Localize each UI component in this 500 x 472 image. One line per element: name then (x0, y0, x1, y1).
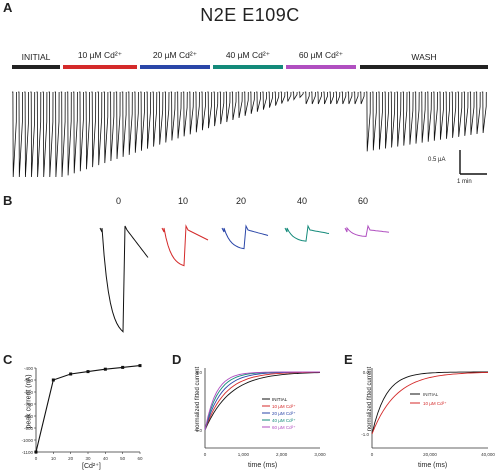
panel-d-curve-0 (204, 372, 321, 431)
panel-letter-a: A (3, 0, 13, 15)
panel-e-xtick-label: 0 (371, 452, 374, 457)
panel-d-ytick-label: -1.0 (194, 428, 202, 433)
panel-d-ytick-label: 0.0 (196, 370, 203, 375)
panel-a-sweeps (12, 91, 487, 178)
panel-c-xtick-label: 20 (68, 456, 74, 461)
panel-d-curve-4 (204, 371, 320, 431)
condition-bar-0 (12, 65, 60, 69)
panel-letter-d: D (172, 352, 182, 367)
panel-b-trace-1 (161, 224, 209, 267)
panel-c-ytick-label: -400 (24, 366, 34, 371)
trace-label-60: 60 (358, 196, 369, 206)
condition-label-40: 40 µM Cd²⁺ (225, 50, 271, 60)
trace-label-10: 10 (178, 196, 189, 206)
panel-d-xlabel: time (ms) (248, 462, 278, 469)
condition-bar-4 (286, 65, 356, 69)
condition-label-initial: INITIAL (21, 52, 51, 62)
panel-c-xtick-label: 50 (120, 456, 126, 461)
panel-c-xtick-label: 30 (85, 456, 91, 461)
condition-label-wash: WASH (411, 52, 437, 62)
panel-b-trace-0 (99, 225, 149, 333)
panel-c-point (103, 367, 107, 371)
panel-b-trace-4 (344, 224, 390, 238)
condition-bar-5 (360, 65, 488, 69)
condition-label-10: 10 µM Cd²⁺ (77, 50, 123, 60)
panel-d-xtick-label: 2,000 (276, 452, 288, 457)
panel-e-chart: 0.0 -1.0 0 20,000 40,000 INITIAL 10 µM Cd²⁺ (361, 368, 495, 457)
panel-e-xlabel: time (ms) (418, 462, 448, 469)
condition-bar-3 (213, 65, 283, 69)
figure-title: N2E E109C (200, 5, 300, 25)
panel-c-xlabel: [Cd²⁺] (82, 463, 101, 470)
panel-b-trace-2 (221, 224, 269, 250)
panel-c-point (34, 450, 38, 454)
panel-c-xtick-label: 40 (103, 456, 109, 461)
panel-c-line (35, 365, 141, 453)
panel-c-ytick-label: -1000 (21, 438, 33, 443)
panel-letter-c: C (3, 352, 13, 367)
panel-c-ytick-label: -800 (24, 414, 34, 419)
panel-c-point (121, 365, 125, 369)
panel-b-traces (99, 224, 390, 333)
panel-c-ytick-label: -900 (24, 426, 34, 431)
panel-d-legend-label: 10 µM Cd²⁺ (272, 404, 296, 409)
scalebar-time-label: 1 min (457, 179, 472, 185)
panel-letter-b: B (3, 193, 13, 208)
panel-c-ytick-label: -600 (24, 390, 34, 395)
panel-d-chart: 0.0 -1.0 0 1,000 2,000 3,000 INITIAL 10 µM Cd²⁺… (194, 368, 326, 457)
panel-c-xtick-label: 10 (51, 456, 57, 461)
panel-c-xtick-label: 0 (35, 456, 38, 461)
panel-d-legend-label: 40 µM Cd²⁺ (272, 418, 296, 423)
panel-e-legend-label: INITIAL (423, 392, 439, 397)
panel-e-xtick-label: 20,000 (423, 452, 437, 457)
trace-label-40: 40 (297, 196, 308, 206)
panel-e-curve-1 (371, 372, 489, 435)
panel-d-xtick-label: 3,000 (314, 452, 326, 457)
condition-bar-2 (140, 65, 210, 69)
panel-c-ytick-label: -1100 (22, 450, 34, 455)
panel-e-xtick-label: 40,000 (481, 452, 495, 457)
panel-c-ytick-label: -500 (24, 378, 34, 383)
panel-d-xtick-label: 1,000 (238, 452, 250, 457)
panel-d-legend-label: 20 µM Cd²⁺ (272, 411, 296, 416)
panel-a-scalebar (459, 150, 487, 175)
condition-label-60: 60 µM Cd²⁺ (298, 50, 344, 60)
panel-d-xtick-label: 0 (204, 452, 207, 457)
panel-d-legend-label: 60 µM Cd²⁺ (272, 425, 296, 430)
condition-bars (12, 65, 488, 69)
panel-c-xtick-label: 60 (137, 456, 143, 461)
panel-c-point (51, 378, 55, 382)
panel-e-curve-0 (371, 371, 488, 435)
panel-a-trace (12, 91, 487, 178)
trace-label-20: 20 (236, 196, 247, 206)
condition-bar-1 (63, 65, 137, 69)
panel-b-trace-3 (284, 224, 330, 242)
panel-c-point (138, 364, 142, 368)
trace-label-0: 0 (116, 196, 122, 206)
panel-c-ytick-label: -700 (24, 402, 34, 407)
scalebar-current-label: 0.5 µA (428, 157, 446, 163)
panel-c-point (86, 370, 90, 374)
panel-e-ytick-label: 0.0 (363, 370, 370, 375)
panel-e-legend-label: 10 µM Cd²⁺ (423, 401, 447, 406)
panel-e-ytick-label: -1.0 (361, 432, 369, 437)
panel-d-legend-label: INITIAL (272, 397, 288, 402)
condition-label-20: 20 µM Cd²⁺ (152, 50, 198, 60)
panel-c-point (69, 372, 73, 376)
panel-letter-e: E (344, 352, 353, 367)
